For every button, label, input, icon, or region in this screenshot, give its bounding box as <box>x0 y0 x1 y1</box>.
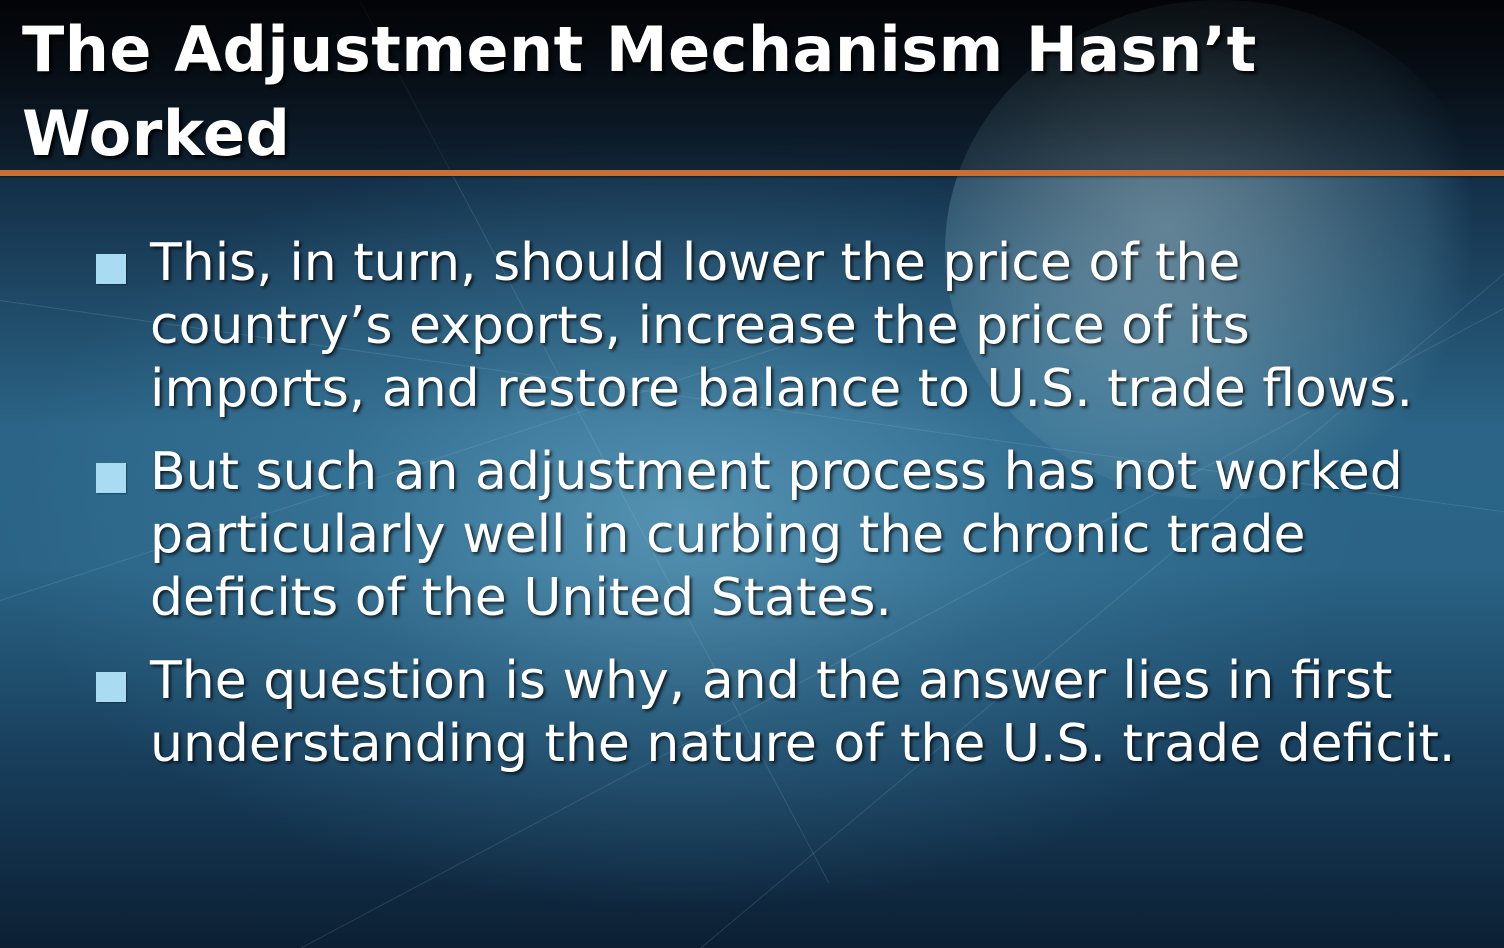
slide-title: The Adjustment Mechanism Hasn’t Worked <box>22 13 1257 170</box>
bullet-text: The question is why, and the answer lies… <box>150 651 1456 774</box>
bullet-text: But such an adjustment process has not w… <box>150 442 1403 628</box>
bullet-text: This, in turn, should lower the price of… <box>150 233 1414 419</box>
bullet-item: The question is why, and the answer lies… <box>96 650 1456 776</box>
square-bullet-icon <box>96 463 126 493</box>
bullet-list: This, in turn, should lower the price of… <box>96 232 1456 796</box>
title-bar: The Adjustment Mechanism Hasn’t Worked <box>0 0 1504 172</box>
square-bullet-icon <box>96 672 126 702</box>
bullet-item: But such an adjustment process has not w… <box>96 441 1456 630</box>
square-bullet-icon <box>96 254 126 284</box>
title-divider <box>0 170 1504 176</box>
bullet-item: This, in turn, should lower the price of… <box>96 232 1456 421</box>
